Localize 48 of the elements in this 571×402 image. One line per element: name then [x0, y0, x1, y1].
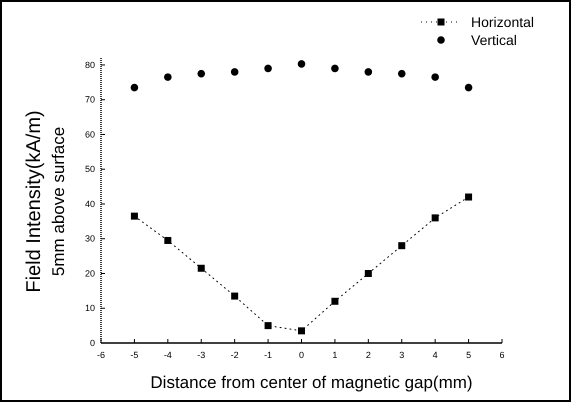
x-tick-label: 5 — [466, 350, 472, 360]
x-tick-label: 2 — [366, 350, 371, 360]
point — [231, 292, 238, 300]
x-tick-label: 4 — [432, 350, 438, 360]
y-tick-label: 60 — [84, 129, 95, 140]
point — [164, 73, 172, 81]
point — [298, 60, 306, 68]
point — [298, 327, 305, 334]
point — [264, 322, 272, 330]
point — [197, 70, 206, 78]
y-tick-label: 50 — [84, 164, 95, 174]
x-tick-label: -2 — [230, 350, 239, 360]
point — [364, 270, 372, 277]
point — [198, 264, 205, 272]
point — [331, 298, 338, 305]
point — [431, 73, 439, 81]
x-tick-label: 3 — [399, 350, 404, 360]
legend-label: Vertical — [471, 32, 517, 48]
point — [164, 236, 172, 244]
y-tick-label: 30 — [84, 234, 95, 244]
point — [398, 242, 406, 250]
x-tick-label: -4 — [164, 350, 172, 360]
y-axis-title: Field Intensity(kA/m) 5mm above surface — [23, 110, 68, 293]
x-tick-label: -6 — [96, 350, 106, 360]
x-tick-label: -1 — [264, 350, 272, 360]
point — [465, 194, 472, 201]
y-tick-label: 80 — [84, 60, 95, 70]
x-tick-label: 1 — [332, 350, 338, 360]
legend-label: Horizontal — [471, 14, 534, 30]
y-tick-label: 70 — [84, 94, 95, 105]
x-tick-label: -5 — [130, 350, 138, 360]
point — [130, 212, 138, 220]
point — [264, 64, 272, 72]
point — [331, 64, 339, 72]
x-axis-title: Distance from center of magnetic gap(mm) — [150, 373, 473, 392]
point — [398, 70, 406, 78]
x-tick-label: 6 — [499, 350, 505, 360]
point — [432, 214, 439, 222]
y-tick-label: 10 — [84, 303, 95, 314]
x-tick-label: -3 — [197, 350, 206, 360]
x-tick-label: 0 — [298, 350, 304, 360]
y-tick-label: 20 — [84, 268, 95, 278]
point — [230, 68, 238, 76]
y-tick-label: 0 — [90, 338, 95, 348]
point — [364, 68, 372, 76]
point — [130, 84, 138, 92]
y-tick-label: 40 — [84, 198, 95, 209]
point — [464, 84, 472, 92]
